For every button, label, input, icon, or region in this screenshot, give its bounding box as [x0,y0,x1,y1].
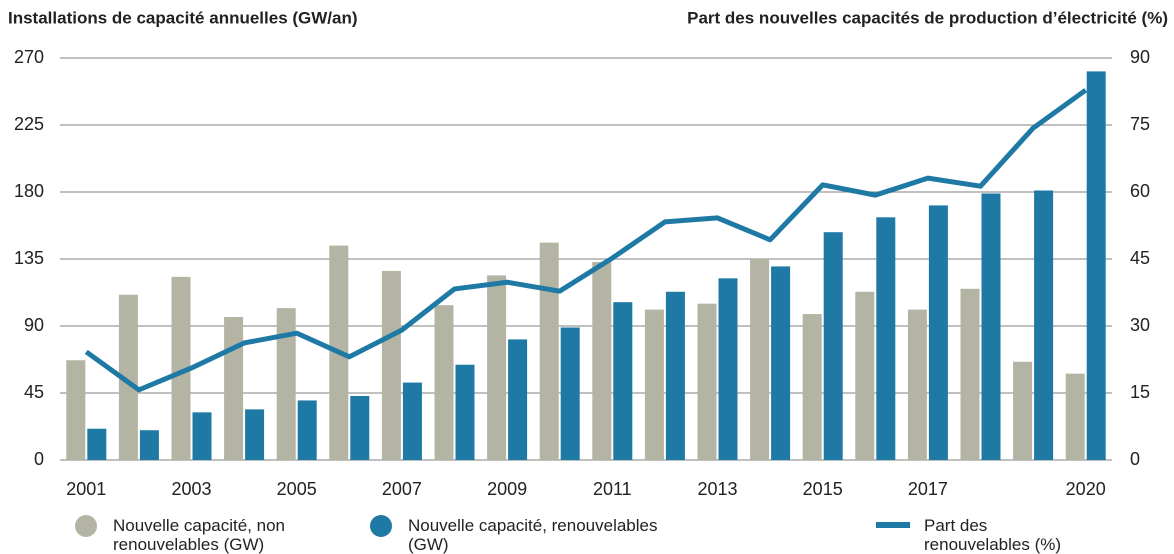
y2-tick-label: 45 [1130,248,1150,268]
bar [560,327,580,460]
bar [802,314,822,460]
y-tick-label: 135 [14,248,44,268]
bar [960,288,980,460]
bar [750,259,770,460]
x-tick-label: 2020 [1066,479,1106,499]
bar [434,305,454,460]
y-tick-label: 225 [14,114,44,134]
x-tick-label: 2007 [382,479,422,499]
bar [118,294,138,460]
bar [928,205,948,460]
bar [823,232,843,460]
x-tick-label: 2005 [277,479,317,499]
bar [455,364,475,460]
y2-title: Part des nouvelles capacités de producti… [687,8,1168,27]
bar [87,428,107,460]
bar [1013,361,1033,460]
bar [66,360,86,460]
legend-label: Nouvelle capacité, non renouvelables (GW… [113,516,286,554]
y2-tick-label: 90 [1130,47,1150,67]
y-tick-label: 90 [24,315,44,335]
legend-swatch [876,522,910,528]
y-tick-label: 180 [14,181,44,201]
y2-tick-label: 30 [1130,315,1150,335]
x-tick-label: 2003 [171,479,211,499]
x-tick-label: 2001 [66,479,106,499]
bar [1034,190,1054,460]
bar [981,193,1001,460]
bar [350,395,370,460]
y2-tick-label: 15 [1130,382,1150,402]
bar [665,291,685,460]
x-tick-label: 2013 [697,479,737,499]
bar [171,276,191,460]
y2-tick-label: 0 [1130,449,1140,469]
y2-tick-label: 75 [1130,114,1150,134]
y-tick-label: 45 [24,382,44,402]
bar [907,309,927,460]
x-tick-label: 2009 [487,479,527,499]
legend-swatch [75,515,97,537]
bar [276,308,296,460]
bar [771,266,791,460]
bar [192,412,212,460]
bar [508,339,528,460]
bar [487,275,507,460]
x-tick-label: 2015 [803,479,843,499]
bar [1065,373,1085,460]
bar [855,291,875,460]
bar [718,278,738,460]
bar [139,430,159,460]
legend-label: Part des renouvelables (%) [924,516,1062,554]
x-tick-label: 2017 [908,479,948,499]
bar [381,270,401,460]
bar [245,409,265,460]
line [84,88,1088,393]
bar [613,302,633,460]
bar [539,242,559,460]
bar [297,400,317,460]
y-tick-label: 270 [14,47,44,67]
y-tick-label: 0 [34,449,44,469]
bar [402,382,422,460]
legend-swatch [370,515,392,537]
bar [644,309,664,460]
bar [592,261,612,460]
chart-title: Installations de capacité annuelles (GW/… [8,8,358,27]
bar [1086,71,1106,461]
legend-label: Nouvelle capacité, renouvelables (GW) [408,516,658,554]
x-tick-label: 2011 [593,479,632,499]
y2-tick-label: 60 [1130,181,1150,201]
bar [697,303,717,460]
bar [876,217,896,460]
bar [224,317,244,460]
